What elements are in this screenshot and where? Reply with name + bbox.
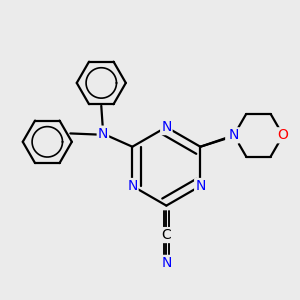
Text: O: O bbox=[278, 128, 288, 142]
Text: N: N bbox=[226, 130, 237, 144]
Text: N: N bbox=[98, 127, 108, 141]
Text: N: N bbox=[229, 128, 239, 142]
Text: N: N bbox=[195, 179, 206, 193]
Text: N: N bbox=[127, 179, 137, 193]
Text: N: N bbox=[161, 256, 172, 270]
Text: N: N bbox=[161, 120, 172, 134]
Text: C: C bbox=[161, 228, 171, 242]
